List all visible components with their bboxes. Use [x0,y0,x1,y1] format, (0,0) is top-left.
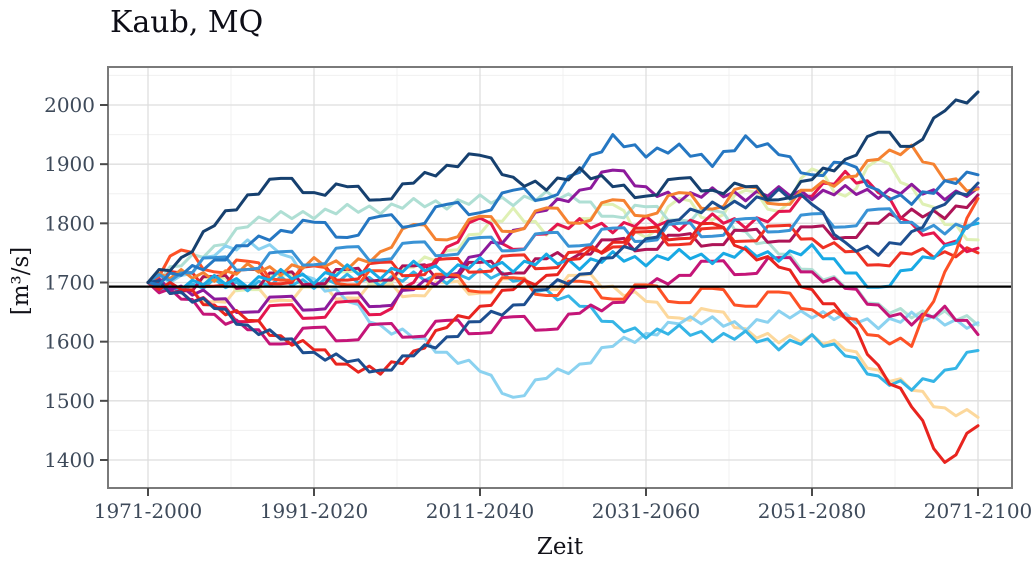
plot-frame [107,66,1013,489]
series-line [146,223,980,288]
series-line [146,207,980,284]
series-line [146,169,980,324]
x-tick-label: 2011-2040 [426,499,535,523]
x-axis-label: Zeit [537,534,584,560]
series-line [146,168,980,314]
x-tick-label: 1971-2000 [94,499,203,523]
y-tick-label: 1400 [44,448,95,472]
y-tick-label: 1700 [44,271,95,295]
series-line [146,256,980,346]
plot-border [107,66,1013,489]
y-tick-label: 1500 [44,389,95,413]
axis-tick-marks [100,104,979,496]
minor-gridlines [108,67,1012,488]
y-axis-label: [m³/s] [8,247,34,316]
chart-title: Kaub, MQ [110,5,263,40]
x-tick-label: 2031-2060 [592,499,701,523]
series-line [146,197,980,348]
series-line [146,221,980,292]
y-tick-label: 2000 [44,93,95,117]
series-line [146,181,980,374]
x-tick-label: 2051-2080 [758,499,867,523]
y-tick-label: 1800 [44,211,95,235]
y-tick-label: 1600 [44,330,95,354]
major-gridlines [108,67,1012,488]
series-line [146,133,980,287]
axis-tick-labels: 1971-2000 1991-2020 2011-2040 2031-2060 2051… [44,93,1031,523]
series-line [146,238,980,399]
x-tick-label: 1991-2020 [260,499,369,523]
y-tick-label: 1900 [44,152,95,176]
series-line [146,90,980,284]
series-line [146,143,980,284]
x-tick-label: 2071-2100 [924,499,1031,523]
series-lines [146,90,980,464]
